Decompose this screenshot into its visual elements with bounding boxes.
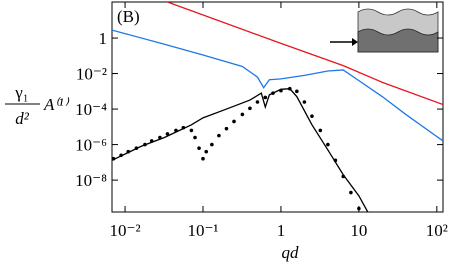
x-tick-label: 10² <box>426 221 448 240</box>
data-dot <box>271 91 275 95</box>
data-line <box>112 88 369 212</box>
data-dot <box>134 146 139 150</box>
data-dot <box>288 86 292 91</box>
data-dot <box>197 146 201 150</box>
y-tick-label: 10⁻² <box>76 65 107 84</box>
y-tick-label: 1 <box>99 29 108 48</box>
data-dot <box>295 89 299 94</box>
data-dot <box>174 128 178 133</box>
data-dot <box>224 126 229 131</box>
data-dot <box>119 153 123 158</box>
data-dot <box>255 100 260 104</box>
y-axis-label-denominator: d² <box>15 109 30 128</box>
data-dot <box>279 88 283 93</box>
data-line <box>167 2 443 106</box>
data-dot <box>310 114 314 118</box>
data-dot <box>341 174 346 179</box>
y-axis-label-factor: A⁽¹⁾ <box>43 95 70 114</box>
data-dot <box>193 135 197 140</box>
data-dot <box>210 142 214 147</box>
data-dot <box>143 142 147 147</box>
x-axis-label: qd <box>282 243 300 262</box>
data-line <box>112 29 443 142</box>
data-dot <box>201 156 205 161</box>
plot-frame <box>111 1 444 213</box>
y-axis-label-numerator: γ₁ <box>14 83 28 102</box>
data-dot <box>357 206 361 211</box>
data-dot <box>112 156 116 161</box>
panel-label: (B) <box>117 7 140 26</box>
data-dot <box>189 128 194 133</box>
data-dot <box>318 128 323 133</box>
data-dot <box>240 112 245 117</box>
y-tick-label: 10⁻⁸ <box>75 171 107 190</box>
y-tick-label: 10⁻⁶ <box>75 136 107 155</box>
data-dot <box>158 135 162 140</box>
x-tick-label: 10⁻² <box>110 221 141 240</box>
plot-area <box>112 2 443 212</box>
data-dot <box>181 125 186 130</box>
data-dot <box>217 133 221 138</box>
data-dot <box>326 142 330 147</box>
data-dot <box>165 132 170 136</box>
data-dot <box>248 106 252 111</box>
y-tick-label: 10⁻⁴ <box>75 100 107 119</box>
x-tick-label: 10 <box>350 221 367 240</box>
x-tick-label: 1 <box>277 221 286 240</box>
data-dot <box>333 158 338 163</box>
data-dot <box>263 95 268 100</box>
data-dot <box>302 100 307 104</box>
data-dot <box>349 190 353 195</box>
x-tick-label: 10⁻¹ <box>187 221 218 240</box>
inset-illustration <box>330 8 439 53</box>
data-dot <box>126 149 131 154</box>
data-dot <box>232 119 236 124</box>
data-dot <box>204 149 209 154</box>
data-dot <box>149 139 154 143</box>
